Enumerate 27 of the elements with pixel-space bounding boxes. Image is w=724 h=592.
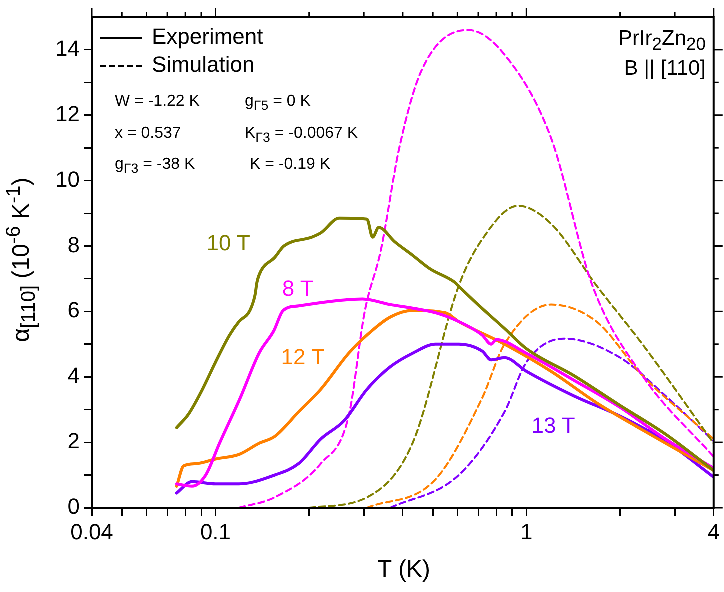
series-label: 13 T <box>532 412 576 438</box>
y-tick-label: 2 <box>68 428 80 454</box>
y-tick-label: 4 <box>68 363 80 388</box>
annotation: PrIr$_{2}$Zn$_{20}$ <box>618 27 706 54</box>
y-tick-label: 12 <box>56 101 80 126</box>
y-tick-label: 6 <box>68 298 80 323</box>
x-axis-title: T (K) <box>376 556 432 584</box>
series-label: 12 T <box>281 344 325 370</box>
y-tick-label: 14 <box>56 36 80 61</box>
annotation: W = -1.22 K <box>115 93 200 110</box>
annotation: K = -0.19 K <box>250 156 330 173</box>
y-tick-label: 10 <box>56 166 80 192</box>
annotation: K$_{Γ3}$ = -0.0067 K <box>245 125 358 146</box>
x-tick-label: 0.04 <box>70 519 114 544</box>
annotation: g$_{Γ3}$ = -38 K <box>115 156 196 176</box>
annotation: g$_{Γ5}$ = 0 K <box>245 93 311 114</box>
annotation: B || [110] <box>624 57 706 80</box>
x-tick-label: 0.1 <box>200 519 232 544</box>
series-label: 8 T <box>282 276 314 302</box>
annotation: x = 0.537 <box>115 125 182 142</box>
annotation: Experiment <box>152 24 264 49</box>
x-tick-label: 4 <box>708 519 720 544</box>
y-tick-label: 0 <box>68 494 80 520</box>
series-label: 10 T <box>206 230 250 256</box>
annotation: Simulation <box>152 52 255 77</box>
x-tick-label: 1 <box>520 519 533 544</box>
y-tick-label: 8 <box>68 232 80 258</box>
